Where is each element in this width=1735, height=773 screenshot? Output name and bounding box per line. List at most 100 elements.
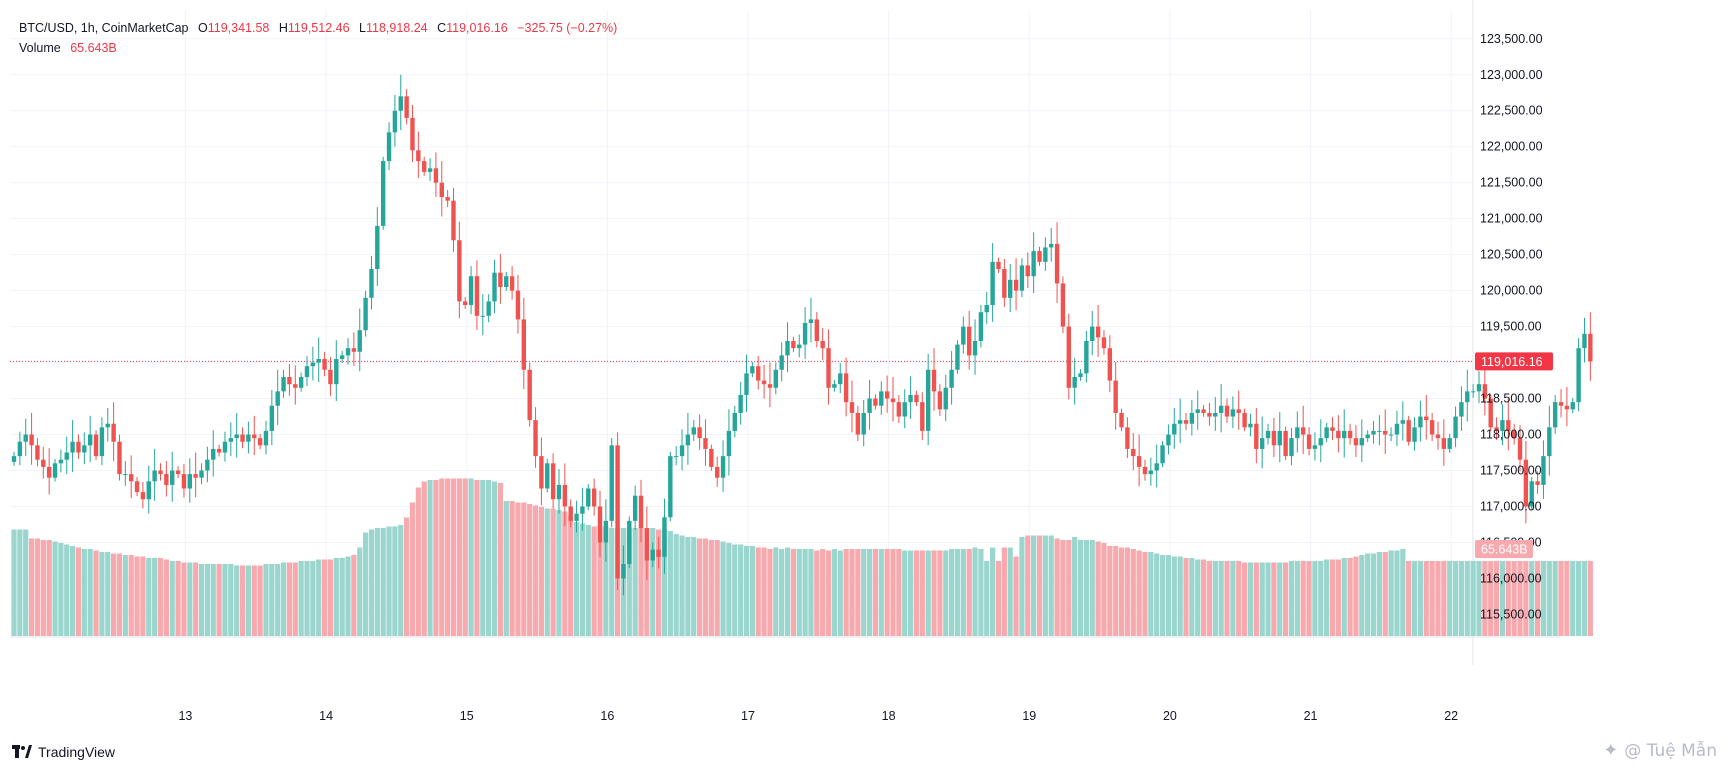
candle-body: [966, 326, 972, 356]
candle-body: [1271, 430, 1277, 446]
volume-bar: [1329, 559, 1336, 636]
volume-bar: [298, 561, 304, 636]
close-label: C: [437, 21, 447, 35]
volume-bars: [11, 478, 1593, 636]
volume-bar: [239, 565, 246, 636]
volume-bar: [70, 546, 76, 636]
candle-body: [756, 366, 761, 381]
volume-bar: [1581, 561, 1588, 636]
candle-body: [697, 427, 702, 439]
volume-bar: [990, 547, 996, 636]
volume-bar: [1493, 561, 1500, 636]
volume-bar: [1048, 535, 1054, 636]
price-tick-label: 121,500.00: [1480, 176, 1543, 190]
candle-body: [791, 340, 796, 349]
volume-label[interactable]: Volume: [19, 41, 61, 55]
candle-body: [1177, 420, 1183, 424]
candle-body: [1301, 427, 1306, 435]
candle-body: [246, 434, 251, 442]
price-tick-label: 121,000.00: [1480, 212, 1543, 226]
candle-body: [1312, 445, 1318, 449]
volume-bar: [415, 487, 421, 636]
candle-body: [1095, 326, 1101, 338]
volume-bar: [1036, 535, 1043, 636]
tradingview-brand[interactable]: TradingView: [12, 744, 115, 760]
candle-body: [252, 434, 257, 439]
volume-bar: [140, 556, 146, 636]
candle-body: [1383, 430, 1388, 435]
candle-body: [1008, 279, 1013, 298]
candle-body: [1377, 430, 1382, 432]
volume-bar: [1376, 552, 1382, 636]
volume-bar: [11, 529, 17, 636]
candle-body: [703, 438, 708, 449]
volume-bar: [1019, 537, 1025, 636]
volume-bar: [1423, 561, 1429, 636]
candle-body: [621, 564, 626, 579]
high-value: 119,512.46: [287, 21, 350, 35]
volume-bar: [374, 528, 380, 636]
volume-bar: [1300, 561, 1306, 636]
volume-bar: [562, 511, 568, 636]
volume-bar: [286, 562, 293, 636]
last-price-badge-label: 119,016.16: [1481, 355, 1543, 369]
candle-body: [1517, 438, 1523, 460]
price-tick-label: 115,500.00: [1480, 607, 1542, 621]
volume-bar: [64, 544, 70, 636]
volume-bar: [1271, 562, 1277, 636]
candle-body: [820, 340, 825, 349]
candle-body: [1465, 391, 1470, 403]
volume-bar: [210, 564, 216, 636]
candle-body: [1125, 427, 1130, 449]
candle-body: [1195, 409, 1200, 413]
candle-body: [937, 391, 943, 410]
volume-bar: [146, 558, 152, 636]
watermark-logo-icon: ✦: [1603, 740, 1619, 761]
volume-bar: [667, 531, 673, 636]
price-tick-label: 120,000.00: [1480, 284, 1543, 298]
candle-body: [1482, 384, 1488, 399]
volume-bar: [1341, 558, 1347, 636]
candle-body: [1476, 384, 1482, 392]
last-price-badge: [1475, 352, 1553, 371]
candle-body: [709, 448, 714, 467]
candle-body: [550, 463, 556, 500]
volume-bar: [1552, 561, 1558, 636]
volume-bar: [1429, 561, 1435, 636]
volume-bar: [732, 544, 738, 636]
candle-body: [146, 481, 151, 500]
volume-bar: [884, 549, 890, 636]
candle-body: [1084, 340, 1089, 374]
candle-body: [814, 319, 820, 341]
candle-body: [310, 362, 316, 367]
candle-body: [1506, 420, 1511, 431]
volume-bar: [17, 529, 23, 636]
volume-bar: [749, 546, 755, 636]
candle-body: [849, 402, 855, 413]
candle-body: [656, 549, 661, 557]
volume-bar: [122, 555, 128, 636]
time-axis: 13 14 15 16 17 18 19 20 21 22: [178, 709, 1458, 723]
volume-bar: [1001, 547, 1007, 636]
candle-body: [1136, 456, 1142, 467]
candle-body: [1342, 430, 1347, 439]
symbol-label[interactable]: BTC/USD, 1h, CoinMarketCap: [19, 21, 189, 35]
volume-bar: [1359, 555, 1365, 636]
candle-body: [1552, 402, 1558, 428]
volume-bar: [433, 480, 439, 636]
candle-body: [82, 445, 87, 453]
volume-bar: [1464, 561, 1470, 636]
candle-body: [445, 197, 450, 201]
candle-body: [187, 474, 192, 489]
candle-body: [1002, 269, 1007, 298]
volume-bar: [790, 549, 796, 636]
candle-body: [375, 225, 380, 270]
candle-body: [545, 463, 550, 489]
volume-bar: [1189, 558, 1195, 636]
candle-body: [1400, 420, 1406, 424]
candle-body: [521, 319, 527, 370]
volume-bar: [1505, 561, 1511, 636]
volume-bar: [1253, 562, 1259, 636]
volume-bar: [198, 564, 205, 636]
